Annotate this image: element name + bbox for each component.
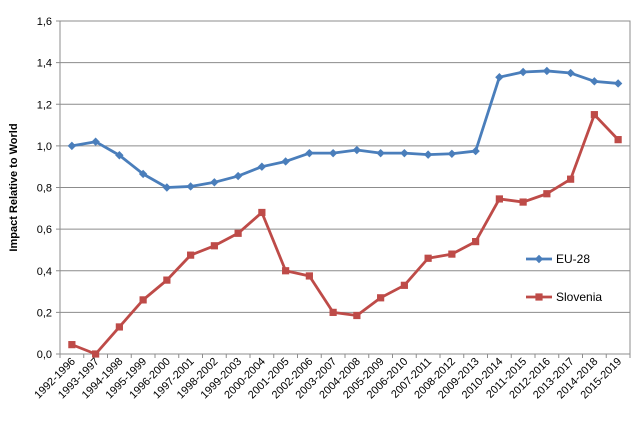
- data-point-slovenia: [258, 208, 266, 217]
- axes: 0,00,20,40,60,81,01,21,41,61992-19961993…: [32, 16, 631, 401]
- series-eu-28: [67, 66, 623, 192]
- data-point-slovenia: [424, 254, 432, 262]
- data-point-eu-28: [328, 148, 338, 158]
- data-point-eu-28: [186, 182, 195, 191]
- data-point-eu-28: [67, 141, 77, 151]
- y-tick-label: 0,0: [37, 349, 52, 361]
- y-tick-label: 1,6: [37, 16, 52, 28]
- series-line-eu-28: [71, 69, 619, 189]
- data-point-eu-28: [471, 146, 480, 156]
- data-point-slovenia: [115, 323, 123, 331]
- legend-swatch-marker: [534, 254, 544, 264]
- y-tick-label: 0,2: [37, 307, 52, 319]
- data-point-eu-28: [162, 183, 172, 192]
- legend: EU-28 Slovenia: [526, 252, 602, 304]
- data-point-eu-28: [518, 67, 528, 77]
- data-point-slovenia: [68, 341, 76, 349]
- y-tick-label: 0,6: [37, 224, 52, 236]
- data-point-slovenia: [234, 229, 242, 237]
- data-point-eu-28: [376, 148, 385, 158]
- legend-label: EU-28: [556, 252, 590, 266]
- data-point-slovenia: [210, 242, 218, 250]
- data-point-eu-28: [352, 145, 362, 155]
- data-point-eu-28: [233, 171, 243, 181]
- y-tick-label: 1,0: [37, 141, 52, 153]
- data-point-slovenia: [163, 276, 171, 284]
- series: [67, 66, 623, 358]
- data-point-slovenia: [305, 272, 313, 280]
- data-point-eu-28: [281, 157, 290, 166]
- y-tick-label: 0,4: [37, 266, 52, 278]
- data-point-eu-28: [423, 150, 433, 159]
- data-point-slovenia: [495, 195, 503, 203]
- data-point-slovenia: [139, 296, 147, 304]
- legend-item-slovenia: Slovenia: [526, 290, 602, 304]
- legend-label: Slovenia: [556, 290, 602, 304]
- data-point-slovenia: [543, 190, 551, 198]
- data-point-slovenia: [472, 238, 480, 246]
- data-point-eu-28: [115, 151, 124, 160]
- legend-swatch-marker: [535, 293, 543, 301]
- data-point-slovenia: [400, 281, 408, 289]
- legend-item-eu-28: EU-28: [526, 252, 590, 266]
- data-point-slovenia: [282, 267, 290, 275]
- series-line-slovenia: [71, 113, 620, 356]
- data-point-slovenia: [590, 111, 598, 119]
- data-point-eu-28: [613, 79, 623, 88]
- data-point-slovenia: [614, 136, 622, 144]
- data-point-slovenia: [92, 350, 100, 358]
- data-point-eu-28: [210, 178, 219, 187]
- data-point-slovenia: [187, 251, 195, 259]
- data-point-slovenia: [519, 198, 527, 206]
- data-point-eu-28: [305, 148, 314, 158]
- data-point-eu-28: [542, 66, 552, 76]
- data-point-eu-28: [590, 77, 599, 86]
- data-point-slovenia: [567, 175, 575, 183]
- data-point-eu-28: [257, 162, 267, 171]
- data-point-slovenia: [353, 311, 361, 320]
- data-point-eu-28: [400, 148, 409, 158]
- data-point-slovenia: [377, 294, 385, 302]
- y-axis-title: Impact Relative to World: [8, 123, 20, 251]
- y-tick-label: 1,2: [37, 99, 52, 111]
- y-tick-label: 0,8: [37, 183, 52, 195]
- series-slovenia: [68, 111, 622, 358]
- data-point-eu-28: [566, 68, 575, 78]
- data-point-slovenia: [329, 308, 337, 316]
- y-tick-label: 1,4: [37, 58, 52, 70]
- data-point-slovenia: [448, 250, 456, 258]
- data-point-eu-28: [138, 169, 148, 179]
- data-point-eu-28: [447, 149, 457, 158]
- data-point-eu-28: [495, 72, 504, 82]
- data-point-eu-28: [91, 137, 100, 146]
